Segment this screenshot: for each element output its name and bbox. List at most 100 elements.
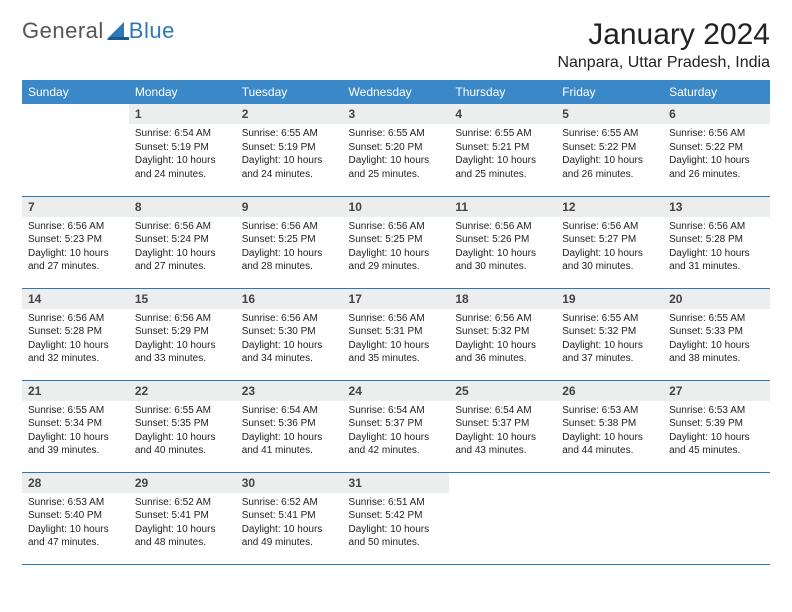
day-details: Sunrise: 6:56 AMSunset: 5:31 PMDaylight:… (343, 309, 450, 371)
calendar-day-cell: .. (22, 104, 129, 196)
calendar-day-cell: 28Sunrise: 6:53 AMSunset: 5:40 PMDayligh… (22, 472, 129, 564)
day-number: 11 (449, 197, 556, 217)
day-number: 18 (449, 289, 556, 309)
day-details: Sunrise: 6:54 AMSunset: 5:19 PMDaylight:… (129, 124, 236, 186)
calendar-week-row: 7Sunrise: 6:56 AMSunset: 5:23 PMDaylight… (22, 196, 770, 288)
day-number: 15 (129, 289, 236, 309)
day-details: Sunrise: 6:55 AMSunset: 5:34 PMDaylight:… (22, 401, 129, 463)
day-number: 29 (129, 473, 236, 493)
day-details: Sunrise: 6:56 AMSunset: 5:23 PMDaylight:… (22, 217, 129, 279)
day-number: 24 (343, 381, 450, 401)
day-details: Sunrise: 6:51 AMSunset: 5:42 PMDaylight:… (343, 493, 450, 555)
day-number: 2 (236, 104, 343, 124)
day-details: Sunrise: 6:53 AMSunset: 5:40 PMDaylight:… (22, 493, 129, 555)
day-details: Sunrise: 6:52 AMSunset: 5:41 PMDaylight:… (236, 493, 343, 555)
day-number: 23 (236, 381, 343, 401)
day-details: Sunrise: 6:55 AMSunset: 5:35 PMDaylight:… (129, 401, 236, 463)
day-details: Sunrise: 6:56 AMSunset: 5:24 PMDaylight:… (129, 217, 236, 279)
day-details: Sunrise: 6:56 AMSunset: 5:25 PMDaylight:… (236, 217, 343, 279)
day-details: Sunrise: 6:54 AMSunset: 5:37 PMDaylight:… (343, 401, 450, 463)
day-number: 12 (556, 197, 663, 217)
day-details: Sunrise: 6:56 AMSunset: 5:29 PMDaylight:… (129, 309, 236, 371)
calendar-day-cell: 10Sunrise: 6:56 AMSunset: 5:25 PMDayligh… (343, 196, 450, 288)
weekday-header-row: SundayMondayTuesdayWednesdayThursdayFrid… (22, 80, 770, 104)
calendar-day-cell: 31Sunrise: 6:51 AMSunset: 5:42 PMDayligh… (343, 472, 450, 564)
day-number: 22 (129, 381, 236, 401)
day-details: Sunrise: 6:55 AMSunset: 5:32 PMDaylight:… (556, 309, 663, 371)
calendar-day-cell: 7Sunrise: 6:56 AMSunset: 5:23 PMDaylight… (22, 196, 129, 288)
day-number: 16 (236, 289, 343, 309)
calendar-day-cell: 20Sunrise: 6:55 AMSunset: 5:33 PMDayligh… (663, 288, 770, 380)
day-details: Sunrise: 6:56 AMSunset: 5:22 PMDaylight:… (663, 124, 770, 186)
calendar-day-cell: 25Sunrise: 6:54 AMSunset: 5:37 PMDayligh… (449, 380, 556, 472)
day-details: Sunrise: 6:54 AMSunset: 5:37 PMDaylight:… (449, 401, 556, 463)
calendar-body: ..1Sunrise: 6:54 AMSunset: 5:19 PMDaylig… (22, 104, 770, 564)
day-number: 13 (663, 197, 770, 217)
calendar-day-cell: 16Sunrise: 6:56 AMSunset: 5:30 PMDayligh… (236, 288, 343, 380)
calendar-day-cell: .. (449, 472, 556, 564)
weekday-header: Sunday (22, 80, 129, 104)
day-number: 30 (236, 473, 343, 493)
day-details: Sunrise: 6:56 AMSunset: 5:26 PMDaylight:… (449, 217, 556, 279)
day-number: 21 (22, 381, 129, 401)
day-number: 7 (22, 197, 129, 217)
day-details: Sunrise: 6:53 AMSunset: 5:39 PMDaylight:… (663, 401, 770, 463)
day-details: Sunrise: 6:56 AMSunset: 5:27 PMDaylight:… (556, 217, 663, 279)
calendar-day-cell: 26Sunrise: 6:53 AMSunset: 5:38 PMDayligh… (556, 380, 663, 472)
calendar-day-cell: 27Sunrise: 6:53 AMSunset: 5:39 PMDayligh… (663, 380, 770, 472)
calendar-day-cell: 13Sunrise: 6:56 AMSunset: 5:28 PMDayligh… (663, 196, 770, 288)
logo-sail-icon (107, 22, 129, 40)
calendar-week-row: ..1Sunrise: 6:54 AMSunset: 5:19 PMDaylig… (22, 104, 770, 196)
calendar-day-cell: 21Sunrise: 6:55 AMSunset: 5:34 PMDayligh… (22, 380, 129, 472)
calendar-day-cell: 6Sunrise: 6:56 AMSunset: 5:22 PMDaylight… (663, 104, 770, 196)
calendar-week-row: 14Sunrise: 6:56 AMSunset: 5:28 PMDayligh… (22, 288, 770, 380)
day-details: Sunrise: 6:56 AMSunset: 5:28 PMDaylight:… (663, 217, 770, 279)
calendar-day-cell: .. (556, 472, 663, 564)
calendar-day-cell: 4Sunrise: 6:55 AMSunset: 5:21 PMDaylight… (449, 104, 556, 196)
calendar-day-cell: 23Sunrise: 6:54 AMSunset: 5:36 PMDayligh… (236, 380, 343, 472)
day-number: 8 (129, 197, 236, 217)
day-details: Sunrise: 6:55 AMSunset: 5:22 PMDaylight:… (556, 124, 663, 186)
day-number: 20 (663, 289, 770, 309)
day-details: Sunrise: 6:52 AMSunset: 5:41 PMDaylight:… (129, 493, 236, 555)
calendar-day-cell: 12Sunrise: 6:56 AMSunset: 5:27 PMDayligh… (556, 196, 663, 288)
day-details: Sunrise: 6:56 AMSunset: 5:30 PMDaylight:… (236, 309, 343, 371)
calendar-day-cell: 18Sunrise: 6:56 AMSunset: 5:32 PMDayligh… (449, 288, 556, 380)
day-number: 6 (663, 104, 770, 124)
title-block: January 2024 Nanpara, Uttar Pradesh, Ind… (557, 18, 770, 72)
calendar-week-row: 28Sunrise: 6:53 AMSunset: 5:40 PMDayligh… (22, 472, 770, 564)
calendar-day-cell: 9Sunrise: 6:56 AMSunset: 5:25 PMDaylight… (236, 196, 343, 288)
weekday-header: Friday (556, 80, 663, 104)
day-details: Sunrise: 6:56 AMSunset: 5:32 PMDaylight:… (449, 309, 556, 371)
day-details: Sunrise: 6:55 AMSunset: 5:19 PMDaylight:… (236, 124, 343, 186)
weekday-header: Wednesday (343, 80, 450, 104)
calendar-week-row: 21Sunrise: 6:55 AMSunset: 5:34 PMDayligh… (22, 380, 770, 472)
day-number: 28 (22, 473, 129, 493)
calendar-day-cell: 14Sunrise: 6:56 AMSunset: 5:28 PMDayligh… (22, 288, 129, 380)
calendar-day-cell: 22Sunrise: 6:55 AMSunset: 5:35 PMDayligh… (129, 380, 236, 472)
day-number: 26 (556, 381, 663, 401)
page-title: January 2024 (557, 18, 770, 52)
day-details: Sunrise: 6:56 AMSunset: 5:28 PMDaylight:… (22, 309, 129, 371)
day-number: 31 (343, 473, 450, 493)
logo-text-1: General (22, 18, 104, 44)
day-details: Sunrise: 6:55 AMSunset: 5:20 PMDaylight:… (343, 124, 450, 186)
calendar-day-cell: 8Sunrise: 6:56 AMSunset: 5:24 PMDaylight… (129, 196, 236, 288)
day-number: 27 (663, 381, 770, 401)
calendar-day-cell: 15Sunrise: 6:56 AMSunset: 5:29 PMDayligh… (129, 288, 236, 380)
day-details: Sunrise: 6:55 AMSunset: 5:21 PMDaylight:… (449, 124, 556, 186)
header: General Blue January 2024 Nanpara, Uttar… (22, 18, 770, 72)
calendar-day-cell: 30Sunrise: 6:52 AMSunset: 5:41 PMDayligh… (236, 472, 343, 564)
day-number: 3 (343, 104, 450, 124)
day-details: Sunrise: 6:55 AMSunset: 5:33 PMDaylight:… (663, 309, 770, 371)
calendar-day-cell: .. (663, 472, 770, 564)
day-number: 5 (556, 104, 663, 124)
calendar-day-cell: 3Sunrise: 6:55 AMSunset: 5:20 PMDaylight… (343, 104, 450, 196)
calendar-day-cell: 2Sunrise: 6:55 AMSunset: 5:19 PMDaylight… (236, 104, 343, 196)
calendar-day-cell: 24Sunrise: 6:54 AMSunset: 5:37 PMDayligh… (343, 380, 450, 472)
calendar-day-cell: 1Sunrise: 6:54 AMSunset: 5:19 PMDaylight… (129, 104, 236, 196)
day-number: 25 (449, 381, 556, 401)
calendar-day-cell: 19Sunrise: 6:55 AMSunset: 5:32 PMDayligh… (556, 288, 663, 380)
calendar-table: SundayMondayTuesdayWednesdayThursdayFrid… (22, 80, 770, 565)
day-details: Sunrise: 6:56 AMSunset: 5:25 PMDaylight:… (343, 217, 450, 279)
